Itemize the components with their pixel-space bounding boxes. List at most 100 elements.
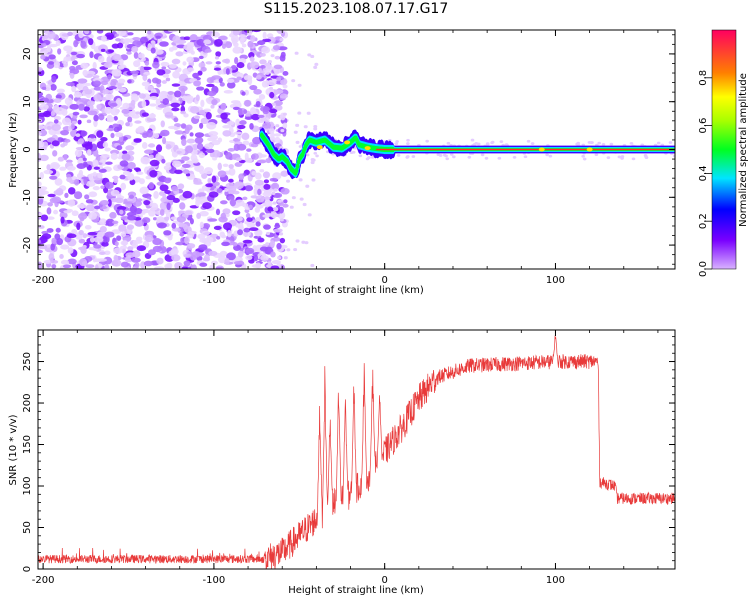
noise-dot [122, 201, 133, 205]
noise-dot [60, 244, 70, 250]
noise-dot [220, 112, 228, 120]
noise-dot [165, 77, 171, 82]
noise-dot [88, 191, 98, 198]
noise-dot [215, 61, 221, 65]
noise-dot [120, 215, 130, 220]
noise-dot [270, 251, 276, 258]
noise-dot [93, 80, 101, 87]
noise-dot [77, 212, 88, 220]
noise-dot [225, 182, 235, 189]
noise-dot [197, 70, 203, 76]
noise-dot [208, 131, 219, 137]
noise-dot [47, 31, 56, 40]
noise-dot [59, 211, 68, 219]
noise-dot [174, 169, 183, 175]
noise-dot [267, 59, 272, 64]
noise-dot [80, 246, 87, 254]
noise-dot [92, 186, 100, 191]
noise-dot [241, 43, 247, 48]
noise-dot [245, 255, 253, 261]
noise-dot [159, 191, 165, 197]
trace-hotspot [586, 147, 593, 152]
noise-dot [77, 138, 84, 145]
noise-dot [133, 138, 142, 143]
noise-dot [189, 34, 198, 42]
noise-dot [89, 236, 95, 243]
noise-dot [97, 172, 103, 179]
noise-dot [270, 132, 275, 139]
noise-dot [180, 87, 186, 96]
noise-dot [198, 152, 206, 159]
noise-dot [60, 216, 65, 224]
colorbar-label: Normalized spectral amplitude [738, 73, 749, 227]
noise-dot [291, 79, 296, 83]
noise-dot [490, 140, 495, 144]
noise-dot [139, 36, 149, 45]
colorbar-tick-label: 0.6 [698, 118, 709, 134]
noise-dot [135, 111, 141, 115]
noise-dot [163, 216, 170, 221]
noise-dot [103, 235, 108, 243]
noise-dot [207, 218, 218, 222]
noise-dot [396, 153, 401, 157]
noise-dot [205, 148, 215, 153]
noise-dot [195, 115, 201, 120]
noise-dot [257, 237, 265, 243]
noise-dot [48, 43, 58, 48]
noise-dot [135, 168, 142, 173]
noise-dot [259, 59, 267, 65]
noise-dot [220, 212, 227, 220]
noise-dot [130, 93, 138, 98]
noise-dot [88, 211, 98, 220]
noise-dot [41, 233, 52, 240]
noise-dot [134, 208, 143, 215]
noise-dot [189, 218, 194, 225]
noise-dot [155, 78, 162, 84]
noise-dot [225, 152, 233, 160]
noise-dot [180, 123, 187, 129]
noise-dot [76, 83, 83, 89]
noise-dot [208, 250, 218, 256]
noise-dot [283, 256, 288, 260]
noise-dot [236, 76, 242, 81]
spectrogram-ytick-label: 0 [22, 146, 33, 152]
noise-dot [105, 93, 114, 100]
noise-dot [606, 156, 611, 160]
noise-dot [234, 56, 239, 65]
noise-dot [219, 82, 225, 87]
snr-xtick-label: 100 [546, 575, 565, 586]
noise-dot [115, 132, 124, 138]
trace-hotspot [344, 140, 351, 145]
noise-dot [282, 112, 287, 116]
noise-dot [270, 54, 275, 58]
noise-dot [293, 247, 298, 252]
noise-dot [289, 205, 294, 209]
noise-dot [194, 136, 204, 144]
noise-dot [93, 114, 99, 122]
noise-dot [211, 260, 218, 266]
noise-dot [224, 187, 229, 192]
noise-dot [156, 144, 163, 153]
noise-dot [310, 54, 315, 59]
noise-dot [114, 33, 119, 37]
noise-dot [279, 237, 286, 244]
noise-dot [55, 188, 64, 196]
noise-dot [170, 216, 177, 221]
snr-ticks: -200 -100 0 100 0 50 100 150 200 250 [22, 330, 675, 586]
noise-dot [140, 156, 151, 165]
snr-ytick-label: 100 [22, 476, 33, 495]
noise-dot [83, 30, 90, 35]
snr-ytick-label: 0 [22, 566, 33, 572]
noise-dot [203, 39, 212, 45]
noise-dot [122, 102, 130, 109]
noise-dot [200, 99, 205, 108]
noise-dot [156, 257, 164, 265]
noise-dot [211, 75, 222, 80]
noise-dot [298, 145, 303, 148]
noise-dot [70, 56, 76, 62]
noise-dot [617, 155, 622, 159]
noise-dot [202, 202, 212, 210]
noise-dot [313, 124, 318, 129]
noise-dot [273, 100, 283, 106]
noise-dot [190, 254, 197, 261]
